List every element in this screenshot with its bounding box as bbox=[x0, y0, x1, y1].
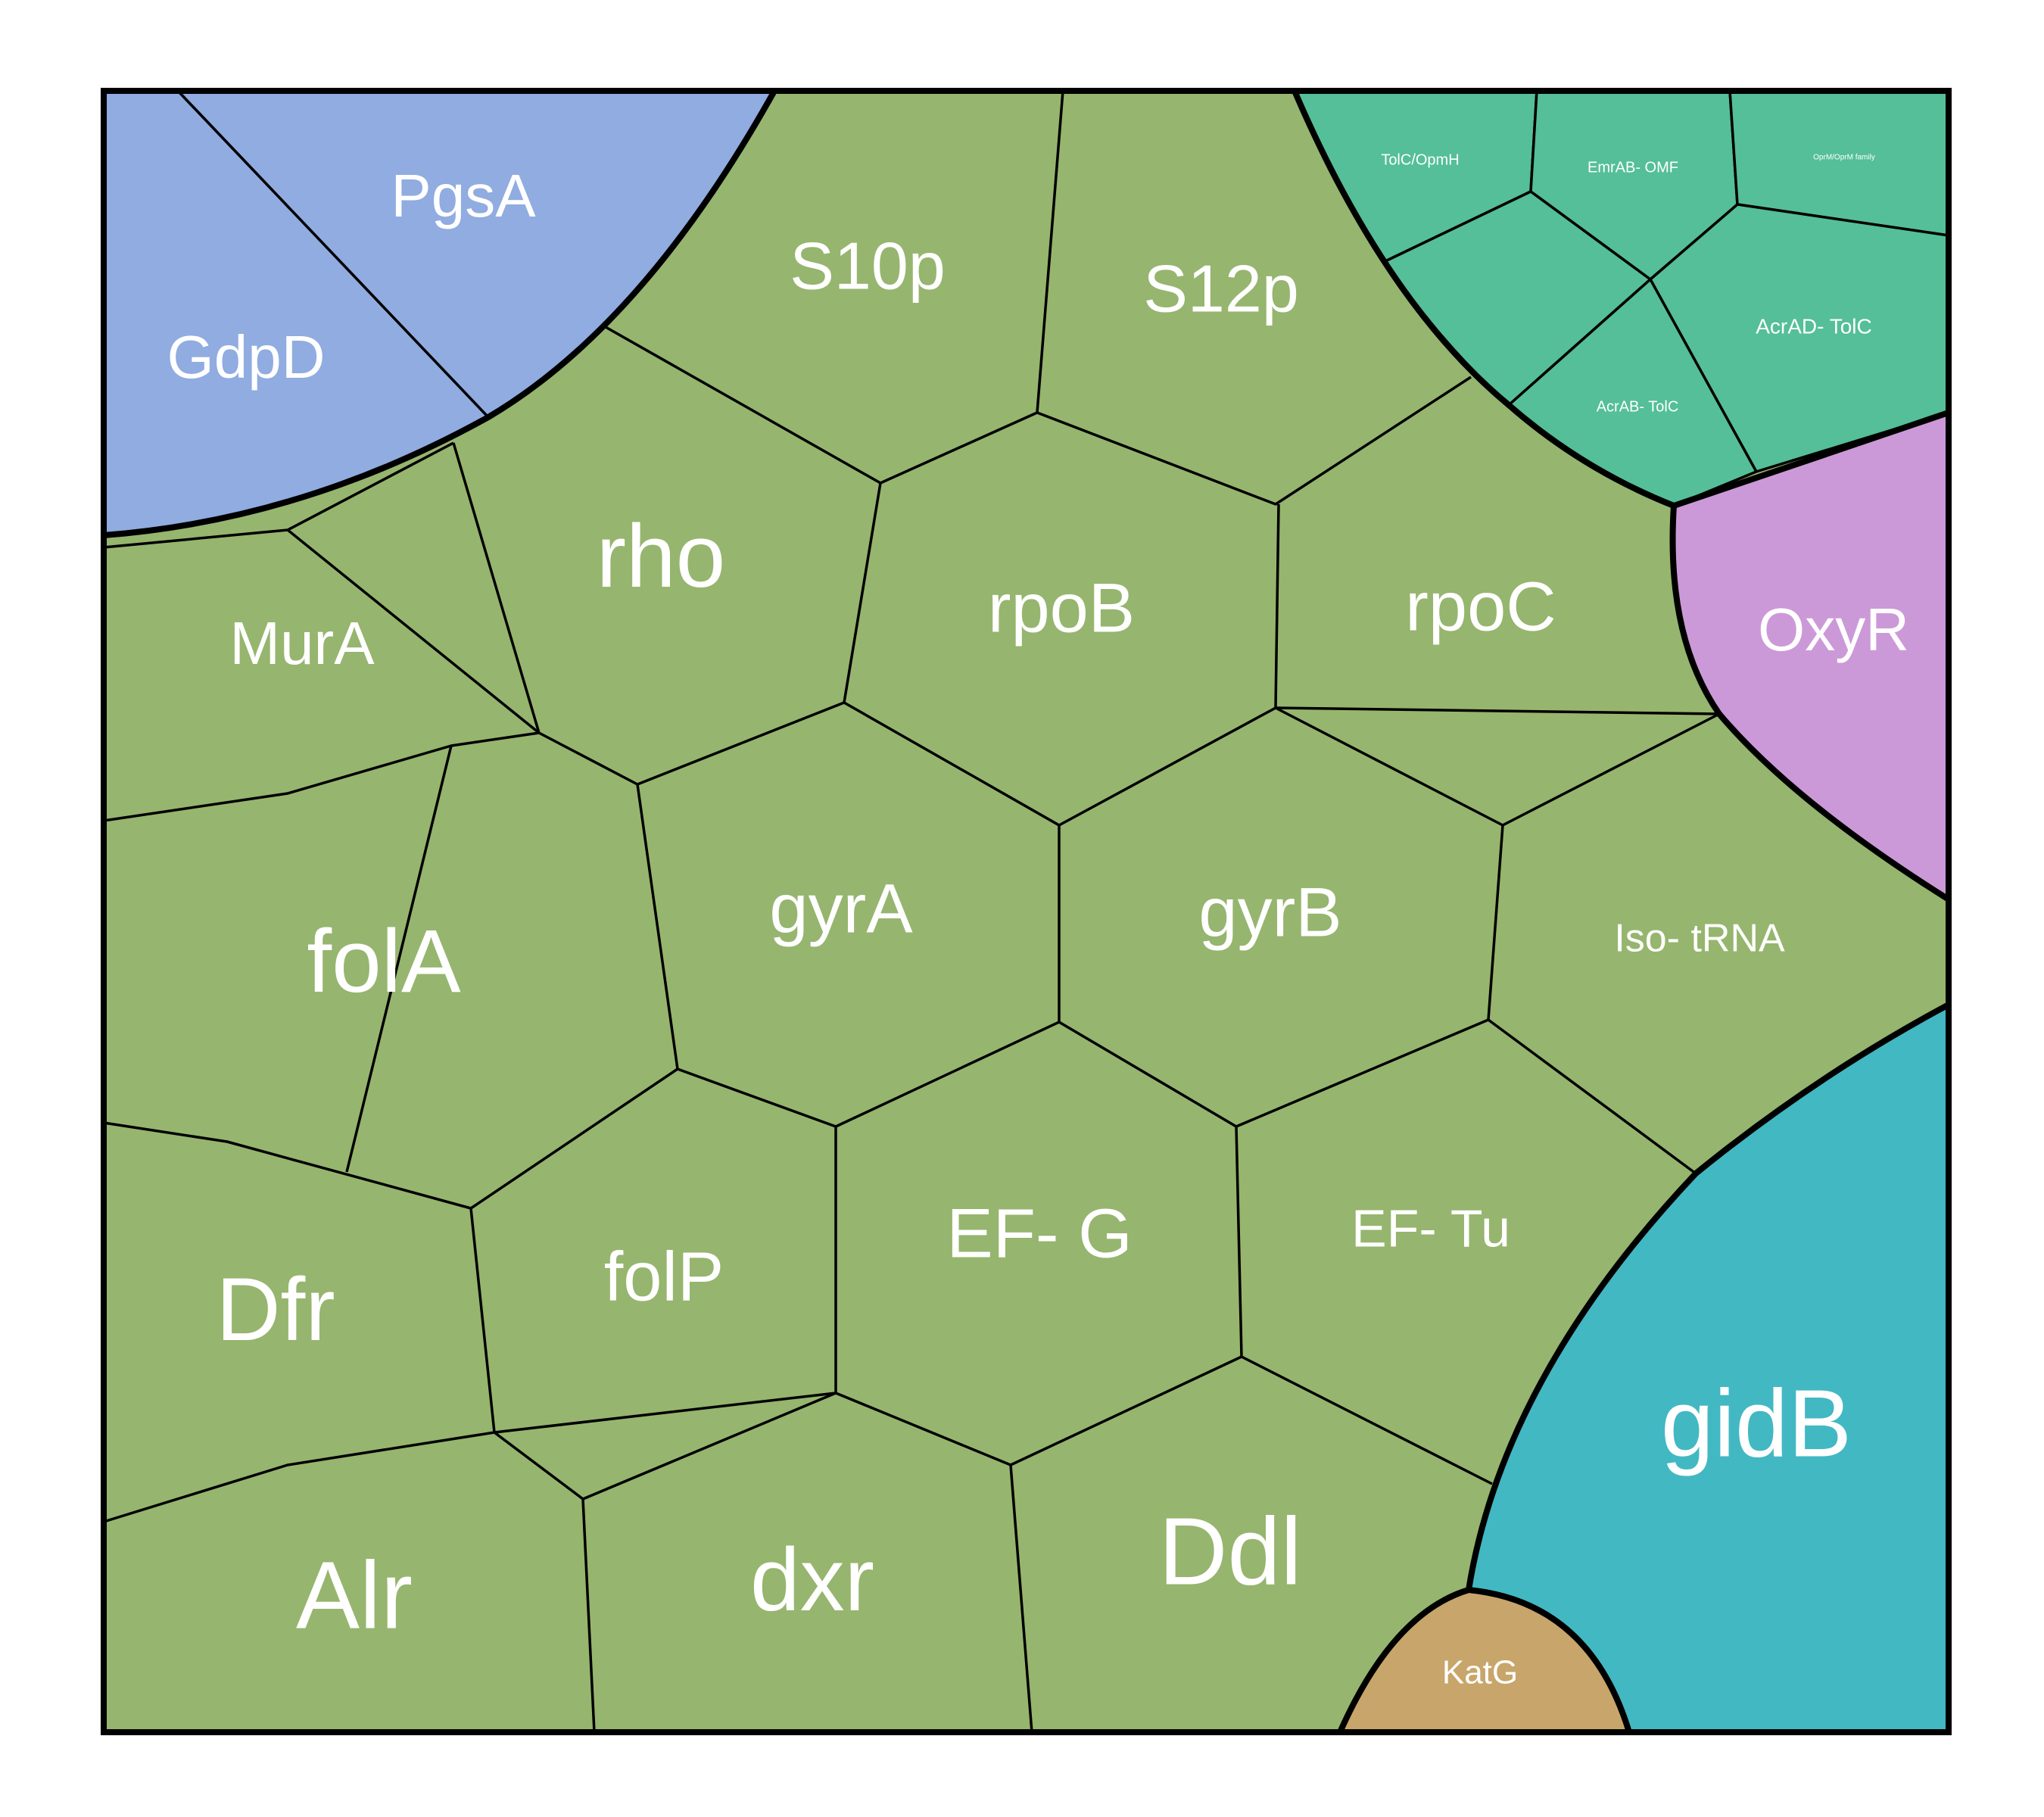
label-tolc-opmh: TolC/OpmH bbox=[1381, 151, 1459, 168]
label-dfr: Dfr bbox=[216, 1260, 335, 1360]
label-rho: rho bbox=[597, 506, 726, 606]
label-acrad-tolc: AcrAD- TolC bbox=[1756, 314, 1872, 338]
label-folp: folP bbox=[604, 1238, 724, 1315]
purple-group-edge bbox=[1669, 505, 1951, 902]
label-ef-g: EF- G bbox=[946, 1195, 1132, 1272]
label-iso-trna: Iso- tRNA bbox=[1614, 917, 1785, 961]
label-rpoc: rpoC bbox=[1405, 568, 1556, 645]
diagram-frame bbox=[101, 88, 1952, 1735]
label-alr: Alr bbox=[296, 1541, 413, 1648]
label-gidb: gidB bbox=[1661, 1370, 1852, 1476]
label-s12p: S12p bbox=[1143, 251, 1299, 326]
label-ddl: Ddl bbox=[1158, 1498, 1301, 1604]
label-mura: MurA bbox=[229, 609, 375, 677]
cyan-group-edge bbox=[1466, 1002, 1950, 1734]
label-gdpd: GdpD bbox=[167, 323, 326, 391]
label-s10p: S10p bbox=[790, 228, 946, 303]
label-emrab-omf: EmrAB- OMF bbox=[1588, 159, 1678, 176]
label-dxr: dxr bbox=[750, 1530, 874, 1630]
label-fola: folA bbox=[307, 912, 461, 1011]
label-katg: KatG bbox=[1442, 1654, 1518, 1691]
blue-group-edge bbox=[103, 89, 777, 538]
label-ef-tu: EF- Tu bbox=[1351, 1198, 1510, 1258]
label-gyrb: gyrB bbox=[1198, 874, 1341, 951]
label-pgsa: PgsA bbox=[391, 162, 536, 229]
teal-group-edge bbox=[1292, 89, 1950, 509]
label-rpob: rpoB bbox=[988, 569, 1135, 647]
green-cell-borders bbox=[103, 90, 1720, 1733]
cell-labels: GdpD PgsA S10p S12p TolC/OpmH EmrAB- OMF… bbox=[167, 151, 1909, 1691]
label-acrab-tolc: AcrAB- TolC bbox=[1597, 398, 1679, 415]
label-oxyr: OxyR bbox=[1758, 596, 1909, 663]
label-gyra: gyrA bbox=[769, 870, 913, 947]
label-oprm-family: OprM/OprM family bbox=[1813, 154, 1875, 162]
tan-group-edge bbox=[1337, 1587, 1470, 1734]
